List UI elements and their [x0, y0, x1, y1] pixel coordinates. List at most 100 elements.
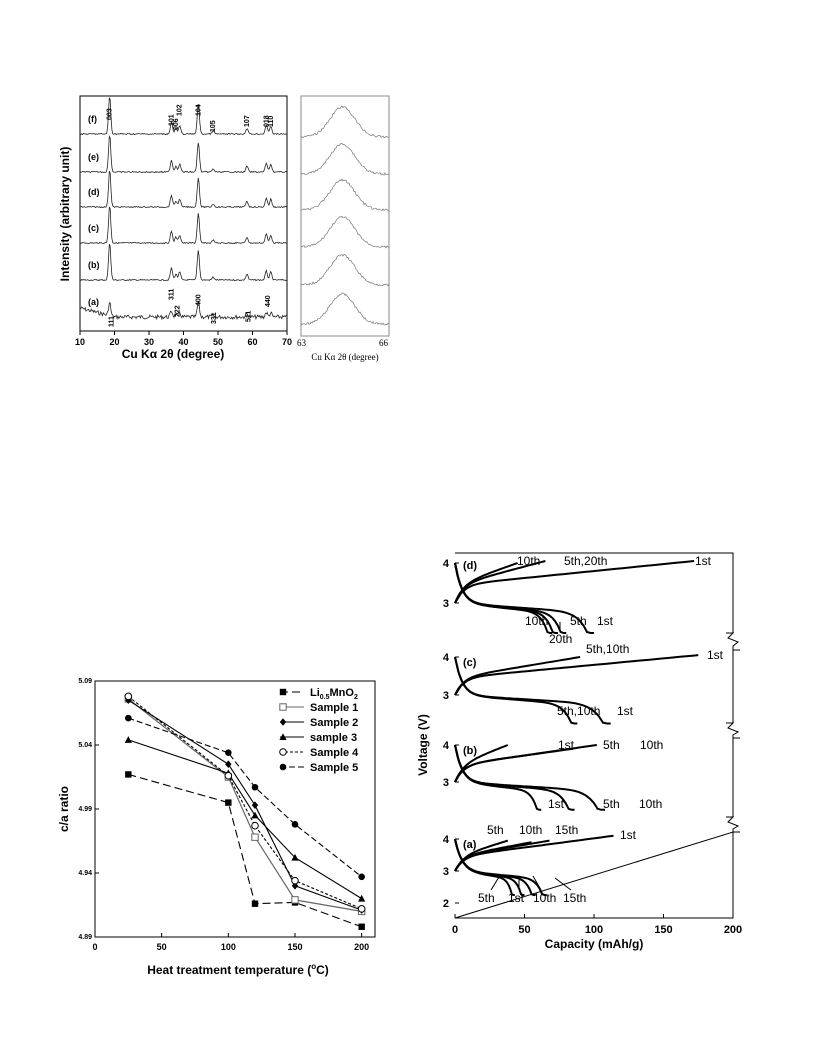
cycling-annotation: 10th	[519, 823, 542, 837]
cycling-subplot-label: (d)	[463, 560, 477, 572]
cycling-chart: 10th 5th,20th 1st 10th 5th 1st 20th 5th,10th 1st…	[416, 552, 742, 951]
xrd-x-tick-label: 50	[213, 337, 223, 347]
xrd-chart: 10 20 30 40 50 60 70 (a) (b) (c) (d) (e) (f) 003 101…	[60, 95, 292, 361]
ca-x-axis-label-b: C)	[316, 963, 329, 977]
cycling-curve	[454, 834, 614, 872]
cycling-y-tick-label: 2	[443, 898, 449, 910]
ca-x-tick-label: 0	[92, 942, 97, 952]
ca-data-point	[291, 821, 299, 828]
cycling-annotation: 1st	[617, 704, 634, 718]
cycling-annotation: 10th	[525, 614, 548, 628]
xrd-peak-label: 104	[195, 104, 202, 116]
cycling-annotation: 15th	[555, 823, 578, 837]
cycling-annotation: 5th,10th	[557, 704, 600, 718]
cycling-frame	[454, 552, 734, 919]
cycling-annotation: 1st	[558, 738, 575, 752]
ca-data-point	[225, 760, 232, 768]
ca-data-point	[358, 923, 365, 930]
cycling-x-tick-label: 150	[654, 924, 672, 936]
ca-data-point	[124, 692, 133, 701]
cycling-x-tick-label: 200	[724, 924, 742, 936]
xrd-frame	[79, 95, 288, 332]
ca-legend-marker	[279, 763, 287, 771]
xrd-traces	[79, 97, 288, 321]
cycling-arrow	[490, 876, 500, 891]
xrd-zoom-trace	[300, 254, 390, 287]
ca-legend-label: Sample 5	[310, 762, 358, 774]
cycling-x-tick-label: 50	[518, 924, 530, 936]
ca-legend-marker	[279, 733, 287, 740]
ca-x-tick-label: 150	[287, 942, 302, 952]
xrd-peak-label: 107	[244, 115, 251, 127]
cycling-annotation: 5th	[570, 614, 587, 628]
cycling-y-tick-label: 3	[443, 598, 449, 610]
cycling-curve	[454, 656, 578, 725]
xrd-zoom-trace	[300, 105, 390, 139]
xrd-trace	[79, 206, 287, 245]
xrd-zoom-traces	[300, 105, 390, 326]
xrd-peak-label: 111	[108, 316, 115, 327]
xrd-peak-label: 511	[245, 311, 252, 322]
ca-data-point	[251, 833, 259, 841]
ca-data-point	[358, 894, 366, 902]
ca-data-point	[291, 853, 299, 861]
xrd-zoom-trace	[300, 178, 390, 212]
cycling-curve	[454, 744, 606, 811]
cycling-curve	[454, 562, 553, 634]
ca-data-point	[291, 896, 299, 904]
cycling-annotation: 5th,10th	[586, 642, 629, 656]
xrd-zoom-tick-label: 63	[297, 338, 307, 348]
xrd-zoom-trace	[300, 215, 390, 249]
xrd-zoom-frame	[300, 95, 390, 337]
cycling-x-tick-label: 100	[585, 924, 603, 936]
xrd-curve-label: (d)	[88, 187, 100, 197]
xrd-zoom-trace	[300, 143, 390, 176]
cycling-ticks: 3 4 (d) 3 4 (c) 3 4 (b) 2 3 4 (a) 0 50 100 150 200	[443, 558, 742, 936]
ca-data-point	[225, 799, 232, 806]
cycling-x-tick-label: 0	[452, 924, 458, 936]
ca-data-point	[291, 876, 299, 885]
cycling-annotation: 1st	[695, 554, 712, 568]
cycling-annotation: 20th	[549, 632, 572, 646]
ca-ratio-chart: 4.89 4.94 4.99 5.04 5.09 0 50 100 150 200 Li0.5M…	[57, 678, 376, 977]
cycling-break	[726, 632, 740, 651]
xrd-y-axis-label: Intensity (arbitrary unit)	[60, 147, 72, 282]
cycling-annotation: 1st	[508, 891, 525, 905]
xrd-x-tick-label: 40	[178, 337, 188, 347]
xrd-peak-label: 400	[195, 294, 202, 306]
xrd-zoom-x-axis-label: Cu Kα 2θ (degree)	[311, 352, 378, 362]
ca-legend-marker	[279, 688, 287, 696]
cycling-y-tick-label: 4	[443, 558, 450, 570]
cycling-annotation: 10th	[640, 738, 663, 752]
ca-data-point	[251, 801, 259, 809]
ca-legend-label: Sample 1	[310, 702, 358, 714]
cycling-curve	[454, 839, 550, 872]
cycling-subplot-label: (a)	[463, 839, 477, 851]
ca-y-axis-label: c/a ratio	[57, 786, 71, 832]
cycling-x-axis-label: Capacity (mAh/g)	[545, 937, 644, 951]
ca-data-point	[125, 771, 132, 778]
xrd-x-tick-label: 70	[282, 337, 292, 347]
ca-legend-label-part: Li	[310, 687, 320, 699]
cycling-subplot-label: (c)	[463, 657, 477, 669]
ca-data-point	[251, 811, 259, 819]
ca-y-tick-label: 5.04	[78, 742, 92, 749]
xrd-peak-label: 006	[173, 118, 180, 130]
ca-legend-label: Li0.5MnO2	[310, 687, 358, 701]
cycling-y-tick-label: 3	[443, 777, 449, 789]
ca-legend-label-part: MnO	[330, 687, 355, 699]
cycling-curves	[454, 560, 699, 896]
cycling-annotation: 10th	[639, 797, 662, 811]
ca-legend-marker	[279, 748, 287, 756]
xrd-trace	[79, 300, 288, 321]
xrd-peak-label: 003	[107, 108, 114, 120]
cycling-annotation: 10th	[533, 891, 556, 905]
cycling-y-tick-label: 4	[443, 834, 450, 846]
ca-series-line	[127, 695, 362, 910]
cycling-break	[726, 816, 740, 833]
ca-legend-label-part: 0.5	[320, 694, 330, 701]
xrd-trace	[79, 135, 288, 174]
ca-y-tick-label: 5.09	[78, 678, 92, 685]
cycling-annotation: 5th	[603, 797, 620, 811]
xrd-peak-label: 222	[174, 305, 181, 317]
